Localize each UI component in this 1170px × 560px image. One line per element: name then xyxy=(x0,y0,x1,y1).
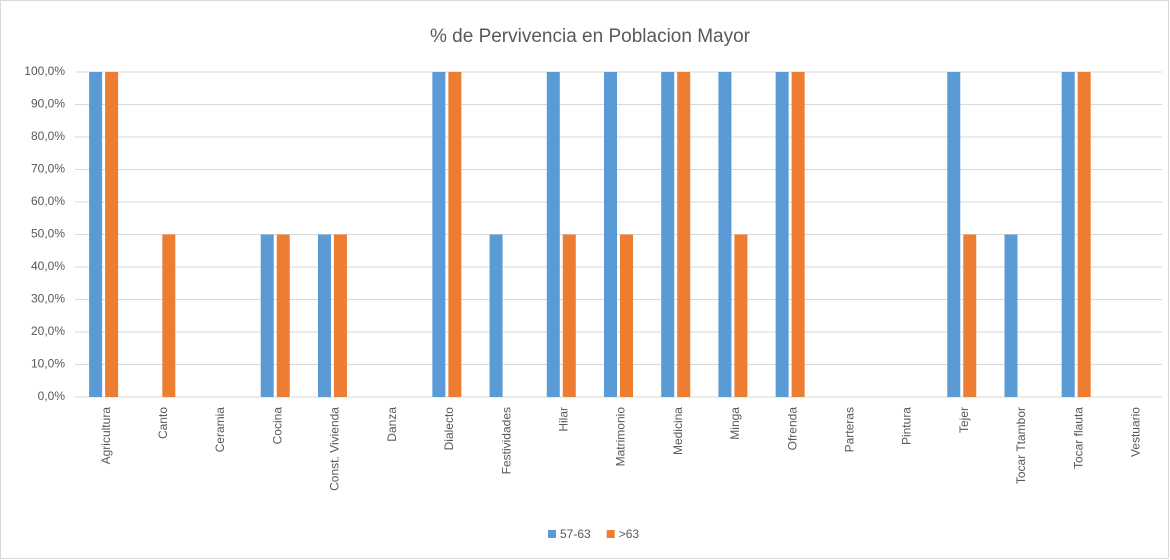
y-tick-label: 10,0% xyxy=(31,357,65,371)
x-tick-label: Tejer xyxy=(957,407,971,433)
bar xyxy=(317,234,331,397)
x-tick-label: Agricultura xyxy=(99,407,113,465)
legend-label: >63 xyxy=(619,527,640,541)
bar xyxy=(661,72,675,397)
y-tick-label: 100,0% xyxy=(24,64,65,78)
x-tick-label: Canto xyxy=(156,407,170,439)
bar xyxy=(562,234,576,397)
bar xyxy=(448,72,462,397)
x-tick-label: Pintura xyxy=(900,407,914,445)
x-tick-label: Ceramia xyxy=(213,407,227,453)
bar xyxy=(276,234,290,397)
bar xyxy=(791,72,805,397)
bar xyxy=(718,72,732,397)
bar xyxy=(620,234,633,397)
y-tick-label: 30,0% xyxy=(31,292,65,306)
bar xyxy=(734,234,748,397)
x-tick-label: Vestuario xyxy=(1129,407,1143,457)
legend-label: 57-63 xyxy=(560,527,591,541)
bar xyxy=(677,72,691,397)
x-tick-label: Tocar Ttambor xyxy=(1014,407,1028,484)
y-tick-label: 70,0% xyxy=(31,162,65,176)
x-tick-label: Minga xyxy=(728,407,742,440)
bar xyxy=(89,72,103,397)
y-tick-label: 90,0% xyxy=(31,97,65,111)
x-tick-label: Cocina xyxy=(270,407,284,445)
bar xyxy=(604,72,617,397)
y-tick-label: 60,0% xyxy=(31,194,65,208)
y-tick-label: 40,0% xyxy=(31,259,65,273)
bar xyxy=(333,234,347,397)
x-tick-label: Ofrenda xyxy=(785,407,799,451)
bar xyxy=(1004,234,1018,397)
x-tick-label: Dialecto xyxy=(442,407,456,451)
x-tick-label: Hilar xyxy=(556,407,570,432)
x-tick-label: Parteras xyxy=(843,407,857,452)
legend-swatch xyxy=(548,530,556,538)
y-tick-label: 50,0% xyxy=(31,227,65,241)
bar xyxy=(775,72,789,397)
x-tick-label: Matrimonio xyxy=(614,407,628,467)
bar xyxy=(1061,72,1075,397)
x-tick-label: Festividades xyxy=(499,407,513,474)
y-tick-label: 20,0% xyxy=(31,324,65,338)
bar xyxy=(489,234,503,397)
bar xyxy=(1077,72,1091,397)
bar xyxy=(432,72,446,397)
x-tick-label: Danza xyxy=(385,407,399,442)
legend-swatch xyxy=(606,530,615,538)
x-tick-label: Tocar flauta xyxy=(1071,407,1085,469)
bar xyxy=(162,234,176,397)
x-tick-label: Const. Vivienda xyxy=(328,407,342,491)
bar xyxy=(947,72,961,397)
chart-title: % de Pervivencia en Poblacion Mayor xyxy=(430,26,751,47)
y-tick-label: 80,0% xyxy=(31,129,65,143)
x-tick-label: Medicina xyxy=(671,407,685,455)
y-tick-label: 0,0% xyxy=(38,389,66,403)
bar xyxy=(105,72,119,397)
bar xyxy=(260,234,274,397)
bar xyxy=(963,234,977,397)
bar xyxy=(546,72,560,397)
